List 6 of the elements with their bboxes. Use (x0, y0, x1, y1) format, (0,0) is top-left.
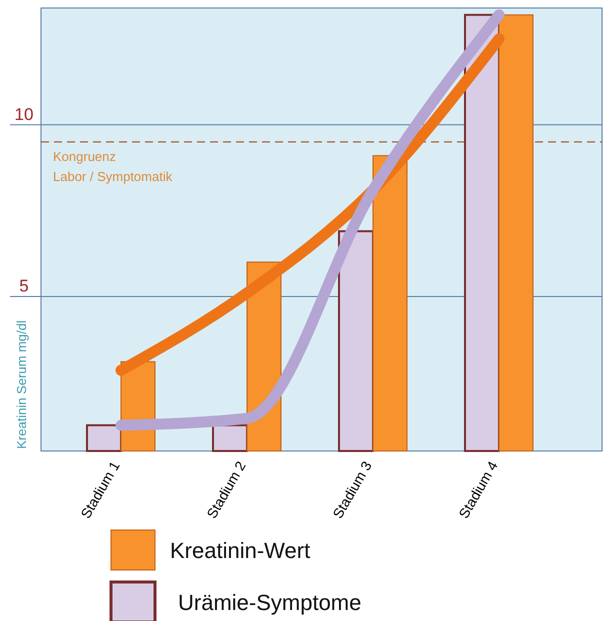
legend-label: Urämie-Symptome (178, 590, 362, 615)
y-axis-title: Kreatinin Serum mg/dl (14, 320, 29, 449)
ref-line-label: Kongruenz Labor / Symptomatik (53, 148, 173, 184)
y-tick-label: 10 (14, 104, 34, 124)
y-tick-label: 5 (19, 276, 29, 296)
legend-label: Kreatinin-Wert (170, 538, 310, 563)
